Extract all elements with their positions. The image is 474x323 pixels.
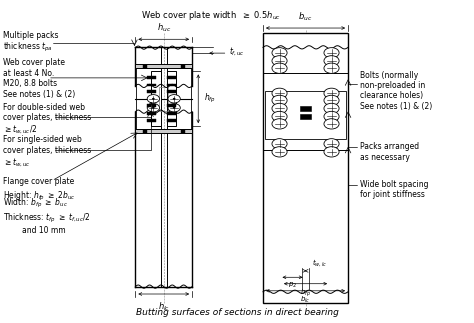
Circle shape [324,147,339,157]
Bar [147,112,151,115]
Circle shape [152,98,155,100]
Bar [172,76,175,79]
Text: Butting surfaces of sections in direct bearing: Butting surfaces of sections in direct b… [136,307,338,317]
Bar [172,84,175,87]
Bar [167,104,171,107]
Bar [172,104,175,107]
Bar [300,106,311,111]
Bar [147,90,151,93]
Bar [147,76,151,79]
Circle shape [324,56,339,66]
Text: $h_{lc}$: $h_{lc}$ [158,300,170,313]
Text: Wide bolt spacing
for joint stiffness: Wide bolt spacing for joint stiffness [360,180,428,199]
Circle shape [272,111,287,122]
Circle shape [173,107,175,109]
Bar [159,87,168,111]
Circle shape [324,111,339,122]
Circle shape [324,95,339,106]
Bar [152,119,156,122]
Circle shape [272,95,287,106]
Text: $p_2$: $p_2$ [288,281,297,290]
Bar [265,91,346,139]
Circle shape [147,95,159,103]
Circle shape [272,48,287,58]
Circle shape [272,88,287,99]
Bar [172,90,175,93]
Circle shape [324,103,339,114]
Text: Flange cover plate: Flange cover plate [3,177,74,186]
Bar [152,104,156,107]
Circle shape [324,88,339,99]
Circle shape [324,139,339,149]
Bar [166,71,176,126]
Circle shape [168,95,180,103]
Circle shape [324,119,339,129]
Bar [136,129,192,133]
Circle shape [272,103,287,114]
Text: Height: $h_{fp}$ $\geq$ $2b_{uc}$: Height: $h_{fp}$ $\geq$ $2b_{uc}$ [3,190,76,203]
Circle shape [272,63,287,73]
Text: Web cover plate
at least 4 No.
M20, 8.8 bolts
See notes (1) & (2): Web cover plate at least 4 No. M20, 8.8 … [3,58,75,99]
Text: $b_{uc}$: $b_{uc}$ [299,10,313,23]
Bar [167,112,171,115]
Circle shape [152,107,155,109]
Text: $b_{fp}$: $b_{fp}$ [300,287,311,299]
Circle shape [272,139,287,149]
Bar [152,90,156,93]
Text: $h_{fp}$: $h_{fp}$ [204,92,216,105]
Text: Packs arranged
as necessary: Packs arranged as necessary [360,142,419,162]
Text: Width: $b_{fp}$ $\geq$ $b_{uc}$
Thickness: $t_{fp}$ $\geq$ $t_{f,uc}$/2
        : Width: $b_{fp}$ $\geq$ $b_{uc}$ Thicknes… [3,197,91,235]
Bar [152,76,156,79]
Bar [181,130,185,133]
Circle shape [324,48,339,58]
Bar [172,119,175,122]
Text: For double-sided web
cover plates, thickness
$\geq t_{w,uc}$/2: For double-sided web cover plates, thick… [3,103,91,136]
Bar [167,84,171,87]
Text: $h_{uc}$: $h_{uc}$ [156,22,171,34]
Text: Multiple packs
thickness $t_{pa}$: Multiple packs thickness $t_{pa}$ [3,31,59,54]
Text: Web cover plate width  $\geq$ 0.5$h_{uc}$: Web cover plate width $\geq$ 0.5$h_{uc}$ [141,9,281,22]
Circle shape [324,63,339,73]
Circle shape [168,104,180,112]
Text: $t_{w,lc}$: $t_{w,lc}$ [312,257,327,268]
Circle shape [272,56,287,66]
Circle shape [147,104,159,112]
Bar [152,84,156,87]
Bar [167,90,171,93]
Bar [143,130,147,133]
Bar [147,84,151,87]
Text: Bolts (normally
non-preloaded in
clearance holes)
See notes (1) & (2): Bolts (normally non-preloaded in clearan… [360,71,432,111]
Circle shape [173,98,175,100]
Circle shape [272,147,287,157]
Bar [143,65,147,68]
Text: $b_{lc}$: $b_{lc}$ [301,295,311,305]
Bar [136,64,192,68]
Bar [167,76,171,79]
Bar [181,65,185,68]
Bar [172,112,175,115]
Bar [263,33,348,303]
Circle shape [272,119,287,129]
Text: For single-sided web
cover plates, thickness
$\geq t_{w,uc}$: For single-sided web cover plates, thick… [3,135,91,169]
Bar [147,119,151,122]
Bar [137,68,191,129]
Bar [167,119,171,122]
Bar [300,114,311,119]
Text: $t_{f,uc}$: $t_{f,uc}$ [229,46,245,58]
Bar [152,71,161,126]
Bar [152,112,156,115]
Bar [147,104,151,107]
